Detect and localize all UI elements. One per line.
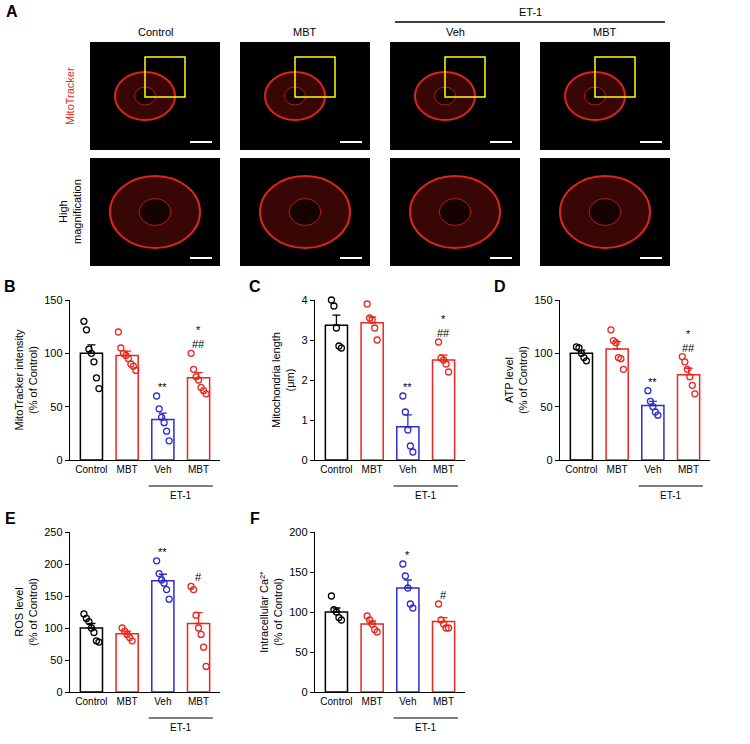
svg-text:Veh: Veh: [154, 696, 171, 707]
svg-text:ET-1: ET-1: [415, 490, 437, 501]
svg-text:50: 50: [50, 654, 62, 666]
svg-text:MBT: MBT: [117, 464, 138, 475]
svg-text:100: 100: [44, 622, 62, 634]
svg-text:MBT: MBT: [117, 696, 138, 707]
svg-text:150: 150: [44, 590, 62, 602]
svg-text:ET-1: ET-1: [660, 490, 682, 501]
svg-text:ET-1: ET-1: [415, 722, 437, 733]
svg-text:Control: Control: [320, 696, 352, 707]
svg-text:#: #: [195, 571, 202, 583]
svg-text:ET-1: ET-1: [519, 6, 542, 18]
svg-text:Control: Control: [320, 464, 352, 475]
svg-text:Control: Control: [138, 26, 173, 38]
svg-text:MitoTracker: MitoTracker: [64, 67, 76, 125]
svg-text:2: 2: [301, 374, 307, 386]
svg-text:ROS level(% of Control): ROS level(% of Control): [13, 578, 39, 646]
svg-text:MBT: MBT: [433, 696, 454, 707]
svg-text:E: E: [5, 510, 16, 527]
svg-text:ET-1: ET-1: [170, 490, 192, 501]
svg-text:ET-1: ET-1: [170, 722, 192, 733]
svg-text:200: 200: [289, 526, 307, 538]
svg-text:Veh: Veh: [399, 464, 416, 475]
svg-text:4: 4: [301, 294, 307, 306]
svg-text:200: 200: [44, 558, 62, 570]
svg-text:Highmagnification: Highmagnification: [57, 179, 83, 244]
svg-text:MBT: MBT: [433, 464, 454, 475]
svg-text:50: 50: [50, 401, 62, 413]
svg-text:150: 150: [534, 294, 552, 306]
svg-text:**: **: [158, 546, 167, 558]
svg-text:Mitochondria length(μm): Mitochondria length(μm): [270, 332, 296, 428]
svg-text:0: 0: [301, 686, 307, 698]
svg-text:*##: *##: [437, 313, 450, 339]
svg-text:Control: Control: [75, 464, 107, 475]
svg-text:MBT: MBT: [188, 696, 209, 707]
svg-text:100: 100: [289, 606, 307, 618]
svg-text:ATP level(% of Control): ATP level(% of Control): [503, 346, 529, 414]
svg-text:*##: *##: [192, 324, 205, 350]
svg-text:F: F: [250, 510, 260, 527]
svg-text:50: 50: [540, 401, 552, 413]
svg-text:Intracellular Ca²⁺(% of Contro: Intracellular Ca²⁺(% of Control): [258, 571, 284, 653]
svg-text:250: 250: [44, 526, 62, 538]
svg-text:MBT: MBT: [607, 464, 628, 475]
svg-text:C: C: [249, 278, 261, 295]
svg-text:MBT: MBT: [362, 696, 383, 707]
svg-text:**: **: [158, 381, 167, 393]
svg-text:100: 100: [44, 347, 62, 359]
svg-text:D: D: [494, 278, 506, 295]
svg-text:MitoTracker intensity(% of Con: MitoTracker intensity(% of Control): [13, 329, 39, 431]
svg-text:1: 1: [301, 414, 307, 426]
svg-text:0: 0: [56, 686, 62, 698]
svg-text:B: B: [4, 278, 16, 295]
svg-text:MBT: MBT: [593, 26, 617, 38]
svg-text:0: 0: [301, 454, 307, 466]
svg-text:Veh: Veh: [399, 696, 416, 707]
svg-text:MBT: MBT: [362, 464, 383, 475]
svg-text:50: 50: [295, 646, 307, 658]
svg-text:**: **: [648, 376, 657, 388]
svg-text:#: #: [440, 589, 447, 601]
svg-text:*: *: [405, 549, 410, 561]
svg-text:3: 3: [301, 334, 307, 346]
svg-text:MBT: MBT: [678, 464, 699, 475]
svg-text:Veh: Veh: [154, 464, 171, 475]
svg-text:150: 150: [289, 566, 307, 578]
svg-text:Veh: Veh: [446, 26, 465, 38]
svg-text:Control: Control: [565, 464, 597, 475]
svg-text:**: **: [403, 381, 412, 393]
svg-text:100: 100: [534, 347, 552, 359]
svg-text:150: 150: [44, 294, 62, 306]
svg-text:MBT: MBT: [293, 26, 317, 38]
svg-text:MBT: MBT: [188, 464, 209, 475]
svg-text:Control: Control: [75, 696, 107, 707]
svg-text:0: 0: [56, 454, 62, 466]
svg-text:A: A: [6, 3, 18, 20]
svg-text:Veh: Veh: [644, 464, 661, 475]
svg-text:0: 0: [546, 454, 552, 466]
svg-text:*##: *##: [682, 328, 695, 354]
